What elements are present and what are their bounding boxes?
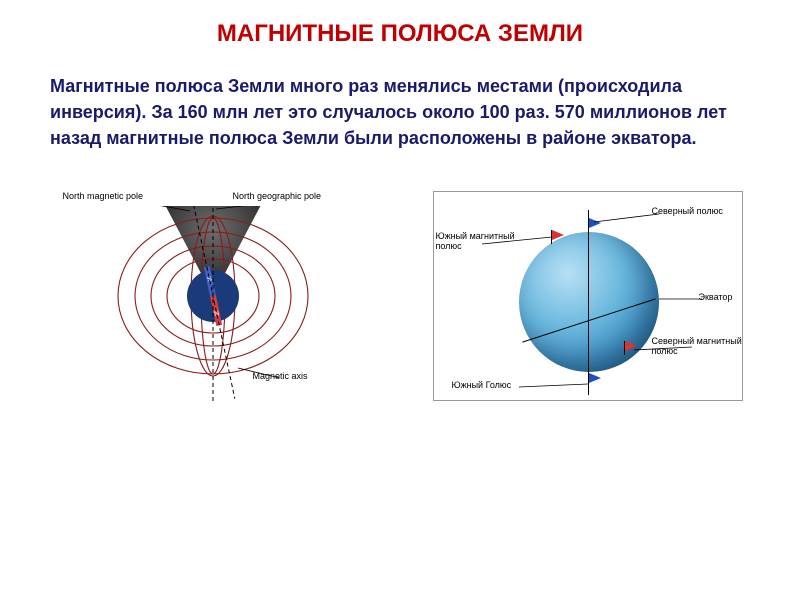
label-north-magnetic: North magnetic pole bbox=[63, 191, 144, 201]
label-magnetic-axis: Magnetic axis bbox=[253, 371, 308, 381]
page-title: МАГНИТНЫЕ ПОЛЮСА ЗЕМЛИ bbox=[30, 20, 770, 48]
label-north-pole: Северный полюс bbox=[652, 206, 723, 216]
field-lines-diagram: S N North magnetic pole North geographic… bbox=[58, 181, 358, 411]
globe-icon bbox=[519, 232, 659, 372]
label-equator: Экватор bbox=[699, 292, 733, 302]
label-south-pole: Южный Голюс bbox=[452, 380, 512, 390]
label-north-magnetic: Северный магнитный полюс bbox=[652, 337, 747, 357]
diagrams-row: S N North magnetic pole North geographic… bbox=[30, 181, 770, 411]
globe-poles-diagram: Северный полюс Южный магнитный полюс Экв… bbox=[433, 191, 743, 401]
rotation-axis bbox=[588, 210, 589, 395]
label-north-geographic: North geographic pole bbox=[233, 191, 322, 201]
label-south-magnetic: Южный магнитный полюс bbox=[436, 232, 518, 252]
body-paragraph: Магнитные полюса Земли много раз менялис… bbox=[30, 73, 770, 151]
